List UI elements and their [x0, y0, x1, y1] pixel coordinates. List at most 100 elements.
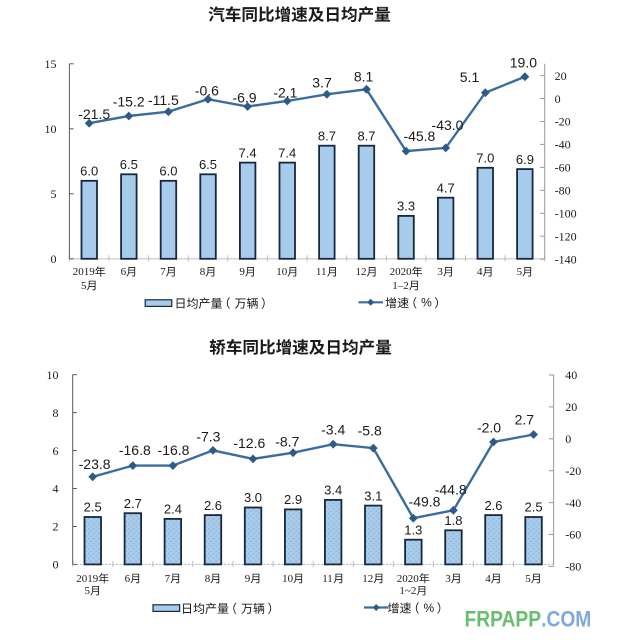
svg-text:-20: -20: [565, 464, 581, 478]
svg-text:8: 8: [53, 406, 59, 420]
svg-text:2: 2: [53, 520, 59, 534]
svg-text:3.7: 3.7: [312, 74, 332, 90]
svg-text:8: 8: [205, 573, 211, 585]
svg-text:1.3: 1.3: [404, 522, 422, 537]
svg-text:-23.8: -23.8: [79, 456, 111, 472]
svg-text:-2.1: -2.1: [273, 85, 297, 101]
svg-text:6.5: 6.5: [120, 157, 138, 172]
svg-text:15: 15: [45, 57, 57, 71]
svg-text:1~2: 1~2: [399, 585, 416, 597]
svg-text:40: 40: [565, 368, 577, 382]
svg-text:10: 10: [45, 122, 57, 136]
svg-text:10: 10: [47, 368, 59, 382]
svg-text:8: 8: [200, 266, 206, 278]
svg-text:-43.0: -43.0: [432, 117, 464, 133]
svg-text:6.0: 6.0: [80, 164, 98, 179]
svg-text:2.6: 2.6: [484, 498, 502, 513]
svg-text:-16.8: -16.8: [158, 442, 190, 458]
svg-text:5: 5: [81, 280, 87, 292]
svg-text:0: 0: [53, 558, 59, 572]
svg-text:0: 0: [51, 252, 57, 266]
svg-text:-12.6: -12.6: [233, 435, 265, 451]
svg-text:-140: -140: [555, 252, 577, 266]
svg-text:8.1: 8.1: [354, 69, 374, 85]
svg-text:3: 3: [445, 573, 451, 585]
svg-text:%: %: [424, 601, 435, 615]
svg-text:-60: -60: [565, 528, 581, 542]
svg-text:6.5: 6.5: [199, 157, 217, 172]
svg-text:%: %: [421, 296, 432, 310]
svg-text:-15.2: -15.2: [113, 94, 145, 110]
svg-text:2.7: 2.7: [515, 411, 535, 427]
svg-text:-7.3: -7.3: [196, 428, 220, 444]
svg-text:5: 5: [517, 266, 523, 278]
svg-text:3.0: 3.0: [244, 490, 262, 505]
svg-text:-49.8: -49.8: [409, 494, 441, 510]
svg-text:-80: -80: [565, 560, 581, 574]
svg-text:2.4: 2.4: [164, 502, 182, 517]
svg-text:10: 10: [276, 266, 288, 278]
svg-text:0: 0: [565, 432, 571, 446]
svg-text:2.7: 2.7: [124, 496, 142, 511]
svg-text:-2.0: -2.0: [477, 419, 501, 435]
svg-text:-5.8: -5.8: [358, 422, 382, 438]
svg-text:-21.5: -21.5: [78, 106, 110, 122]
svg-text:-6.9: -6.9: [232, 90, 256, 106]
svg-text:5: 5: [51, 187, 57, 201]
svg-text:5: 5: [85, 585, 91, 597]
svg-text:9: 9: [245, 573, 251, 585]
svg-text:-11.5: -11.5: [148, 92, 179, 108]
svg-text:-120: -120: [555, 229, 577, 243]
svg-text:20: 20: [555, 69, 567, 83]
svg-text:12: 12: [362, 573, 373, 585]
svg-text:-3.4: -3.4: [321, 422, 345, 438]
svg-text:-80: -80: [555, 184, 571, 198]
svg-text:-100: -100: [555, 207, 577, 221]
svg-text:19.0: 19.0: [510, 55, 537, 71]
svg-text:-40: -40: [555, 138, 571, 152]
svg-text:-45.8: -45.8: [403, 128, 435, 144]
svg-text:3: 3: [437, 266, 443, 278]
svg-text:3.3: 3.3: [397, 199, 415, 214]
svg-text:-20: -20: [555, 115, 571, 129]
svg-text:4.7: 4.7: [437, 180, 455, 195]
svg-text:7.4: 7.4: [278, 145, 296, 160]
svg-text:6.9: 6.9: [516, 152, 534, 167]
svg-text:7.0: 7.0: [476, 151, 494, 166]
svg-text:2019: 2019: [76, 573, 99, 585]
svg-text:2019: 2019: [73, 266, 96, 278]
svg-text:FRPAPP.COM: FRPAPP.COM: [465, 607, 592, 631]
svg-text:1.8: 1.8: [444, 513, 462, 528]
svg-text:2.5: 2.5: [525, 500, 543, 515]
svg-text:4: 4: [53, 482, 59, 496]
svg-text:12: 12: [356, 266, 367, 278]
svg-text:0: 0: [555, 92, 561, 106]
svg-text:8.7: 8.7: [357, 128, 375, 143]
svg-text:3.4: 3.4: [324, 483, 342, 498]
svg-text:2.5: 2.5: [84, 500, 102, 515]
svg-text:4: 4: [477, 266, 483, 278]
svg-text:10: 10: [282, 573, 294, 585]
svg-text:2.6: 2.6: [204, 498, 222, 513]
svg-text:11: 11: [316, 266, 327, 278]
svg-text:9: 9: [239, 266, 245, 278]
svg-text:-8.7: -8.7: [275, 434, 299, 450]
svg-text:6.0: 6.0: [159, 164, 177, 179]
svg-text:7.4: 7.4: [239, 145, 257, 160]
svg-text:7: 7: [165, 573, 171, 585]
svg-text:-16.8: -16.8: [119, 442, 151, 458]
svg-text:-60: -60: [555, 161, 571, 175]
svg-text:5: 5: [525, 573, 531, 585]
svg-text:2.9: 2.9: [284, 492, 302, 507]
svg-text:6: 6: [121, 266, 127, 278]
svg-text:-0.6: -0.6: [195, 83, 219, 99]
svg-text:-44.8: -44.8: [435, 482, 467, 498]
svg-text:5.1: 5.1: [460, 69, 480, 85]
svg-text:1–2: 1–2: [392, 280, 409, 292]
svg-text:2020: 2020: [390, 266, 413, 278]
svg-text:-40: -40: [565, 496, 581, 510]
svg-text:11: 11: [322, 573, 333, 585]
svg-text:4: 4: [485, 573, 491, 585]
svg-text:6: 6: [125, 573, 131, 585]
svg-text:8.7: 8.7: [318, 128, 336, 143]
